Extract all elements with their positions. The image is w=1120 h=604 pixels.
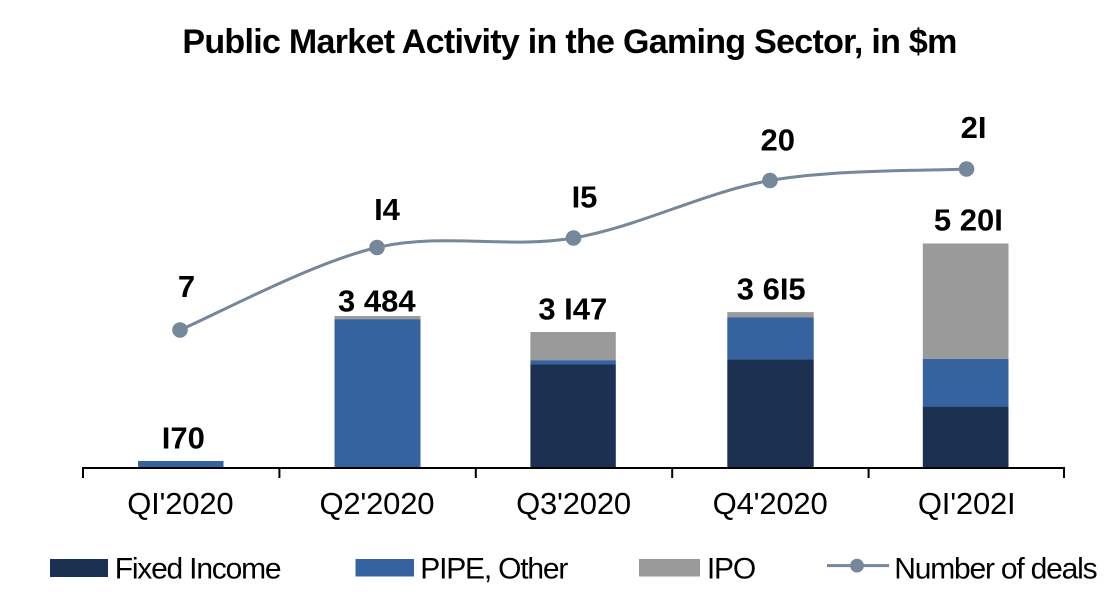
- svg-text:Number of deals: Number of deals: [894, 553, 1096, 586]
- svg-text:3 484: 3 484: [338, 283, 416, 318]
- svg-text:PIPE, Other: PIPE, Other: [420, 553, 568, 586]
- svg-text:QI'202I: QI'202I: [918, 486, 1016, 521]
- svg-text:I70: I70: [162, 421, 205, 456]
- svg-text:Fixed Income: Fixed Income: [115, 553, 281, 586]
- svg-text:5 20I: 5 20I: [934, 202, 1003, 237]
- svg-text:3 I47: 3 I47: [538, 292, 607, 327]
- svg-text:Q4'2020: Q4'2020: [713, 486, 828, 521]
- svg-text:I4: I4: [374, 192, 401, 227]
- svg-text:Q2'2020: Q2'2020: [319, 486, 434, 521]
- svg-text:IPO: IPO: [707, 553, 755, 586]
- svg-text:QI'2020: QI'2020: [127, 486, 233, 521]
- svg-text:2I: 2I: [961, 110, 987, 145]
- svg-text:I5: I5: [572, 180, 598, 215]
- svg-text:Public Market Activity in the: Public Market Activity in the Gaming Sec…: [182, 23, 956, 61]
- svg-text:3 6I5: 3 6I5: [737, 271, 806, 306]
- svg-text:7: 7: [178, 269, 195, 304]
- svg-text:Q3'2020: Q3'2020: [516, 486, 631, 521]
- svg-text:20: 20: [761, 123, 795, 158]
